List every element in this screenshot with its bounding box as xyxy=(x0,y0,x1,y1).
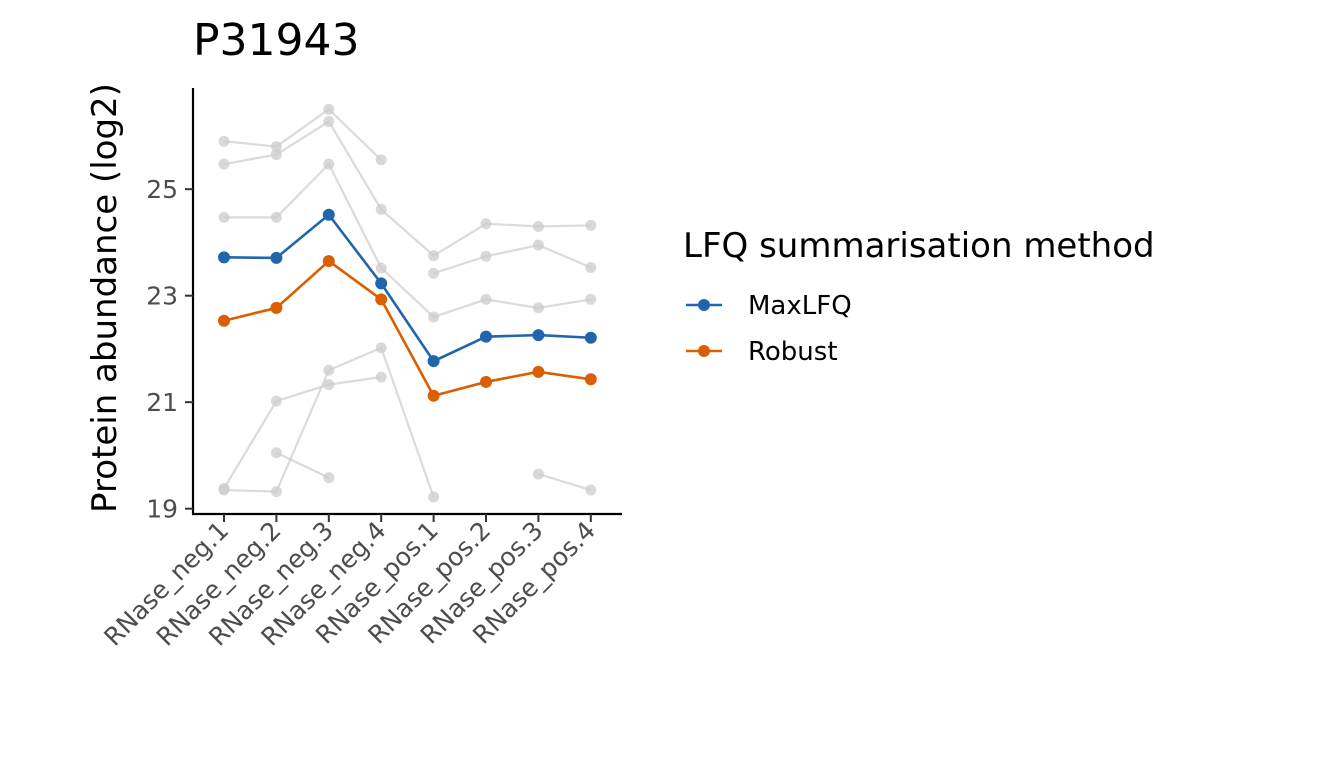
background-point xyxy=(428,267,440,279)
background-point xyxy=(218,135,230,147)
point-robust xyxy=(218,314,230,327)
background-line xyxy=(433,243,592,275)
point-robust xyxy=(322,255,335,268)
point-maxlfq xyxy=(375,277,388,290)
legend-key-point xyxy=(698,345,710,357)
point-maxlfq xyxy=(480,330,492,343)
background-point xyxy=(270,141,282,153)
background-point xyxy=(585,261,597,273)
background-point xyxy=(323,364,335,376)
background-line xyxy=(223,120,591,258)
y-tick-label: 23 xyxy=(146,282,178,311)
background-point xyxy=(270,395,282,407)
background-point xyxy=(532,239,544,251)
background-peptide-lines xyxy=(218,103,597,503)
series-line-maxlfq xyxy=(223,212,591,363)
background-point xyxy=(323,379,335,391)
background-point xyxy=(218,158,230,170)
background-point xyxy=(480,218,492,230)
summary-series xyxy=(218,208,597,402)
legend-label: Robust xyxy=(748,337,838,367)
background-point xyxy=(375,371,387,383)
point-maxlfq xyxy=(270,251,283,264)
y-axis-ticks: 19 21 23 25 xyxy=(146,175,193,524)
background-line xyxy=(275,451,330,479)
background-point xyxy=(585,293,597,305)
background-point xyxy=(428,311,440,323)
point-maxlfq xyxy=(322,208,335,221)
background-line xyxy=(538,473,592,492)
background-line xyxy=(223,107,382,161)
background-point xyxy=(323,158,335,170)
series-line-robust xyxy=(223,259,591,398)
background-point xyxy=(532,302,544,314)
point-maxlfq xyxy=(584,331,597,344)
point-robust xyxy=(532,365,545,378)
x-axis-ticks: RNase_neg.1RNase_neg.2RNase_neg.3RNase_n… xyxy=(98,514,601,652)
background-point xyxy=(270,211,282,223)
chart-title: P31943 xyxy=(193,15,360,66)
y-axis-label: Protein abundance (log2) xyxy=(85,83,125,513)
background-point xyxy=(480,250,492,262)
background-point xyxy=(428,491,440,503)
y-tick-label: 21 xyxy=(146,388,178,417)
legend-items: MaxLFQ Robust xyxy=(686,291,852,367)
point-maxlfq xyxy=(532,329,545,342)
point-maxlfq xyxy=(427,355,440,368)
background-point xyxy=(375,262,387,274)
background-point xyxy=(480,293,492,305)
background-line xyxy=(224,162,591,319)
background-point xyxy=(270,149,282,161)
background-point xyxy=(375,342,387,354)
legend: LFQ summarisation method MaxLFQ Robust xyxy=(683,226,1155,367)
legend-title: LFQ summarisation method xyxy=(683,226,1155,266)
y-tick-label: 19 xyxy=(146,495,178,524)
background-point xyxy=(218,211,230,223)
point-robust xyxy=(270,301,283,314)
background-point xyxy=(270,447,282,459)
legend-label: MaxLFQ xyxy=(748,291,852,321)
point-robust xyxy=(427,389,440,402)
background-point xyxy=(375,154,387,166)
background-point xyxy=(532,220,544,232)
point-maxlfq xyxy=(218,251,230,264)
background-line xyxy=(223,376,382,490)
background-point xyxy=(218,484,230,496)
background-point xyxy=(532,468,544,480)
background-point xyxy=(585,484,597,496)
legend-key-point xyxy=(698,299,710,311)
y-tick-label: 25 xyxy=(146,175,178,204)
background-point xyxy=(323,103,335,115)
point-robust xyxy=(375,293,388,306)
point-robust xyxy=(584,373,597,386)
point-robust xyxy=(480,375,492,388)
background-point xyxy=(585,219,597,231)
background-point xyxy=(323,472,335,484)
background-point xyxy=(323,116,335,128)
background-point xyxy=(270,486,282,498)
background-point xyxy=(428,250,440,262)
background-point xyxy=(375,203,387,215)
